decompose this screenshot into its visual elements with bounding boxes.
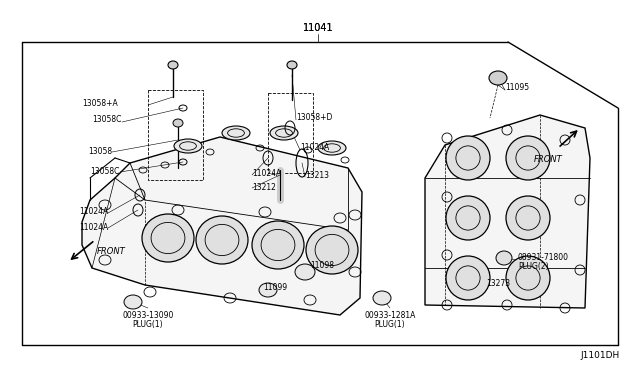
Text: 13058C: 13058C <box>93 115 122 125</box>
Ellipse shape <box>506 256 550 300</box>
Ellipse shape <box>252 221 304 269</box>
Ellipse shape <box>489 71 507 85</box>
Bar <box>268 93 313 173</box>
Ellipse shape <box>506 196 550 240</box>
Ellipse shape <box>259 283 277 297</box>
Ellipse shape <box>373 291 391 305</box>
Text: 11024A: 11024A <box>252 169 281 177</box>
Text: 11041: 11041 <box>303 23 333 33</box>
Text: 13213: 13213 <box>305 170 329 180</box>
Text: 00933-1281A: 00933-1281A <box>364 311 416 320</box>
Ellipse shape <box>142 214 194 262</box>
Text: 11024A: 11024A <box>79 222 108 231</box>
Ellipse shape <box>446 136 490 180</box>
Text: 11024A: 11024A <box>300 144 329 153</box>
Ellipse shape <box>306 226 358 274</box>
Text: PLUG(2): PLUG(2) <box>518 263 548 272</box>
Text: 00933-13090: 00933-13090 <box>122 311 173 320</box>
Text: 11024A: 11024A <box>79 208 108 217</box>
Text: 11041: 11041 <box>303 23 333 33</box>
Text: 13273: 13273 <box>486 279 510 288</box>
Text: 11099: 11099 <box>263 282 287 292</box>
Ellipse shape <box>173 119 183 127</box>
Ellipse shape <box>446 196 490 240</box>
Text: FRONT: FRONT <box>97 247 125 257</box>
Ellipse shape <box>168 61 178 69</box>
Bar <box>148 90 203 180</box>
Ellipse shape <box>174 139 202 153</box>
Ellipse shape <box>446 256 490 300</box>
Text: 08931-71800: 08931-71800 <box>518 253 569 262</box>
Ellipse shape <box>222 126 250 140</box>
Text: FRONT: FRONT <box>534 155 563 164</box>
Text: 13058: 13058 <box>88 148 112 157</box>
Ellipse shape <box>287 61 297 69</box>
Ellipse shape <box>196 216 248 264</box>
Text: PLUG(1): PLUG(1) <box>132 321 163 330</box>
Text: 13058+D: 13058+D <box>296 113 332 122</box>
Text: 11095: 11095 <box>505 83 529 93</box>
Ellipse shape <box>124 295 142 309</box>
Text: 11098: 11098 <box>310 260 334 269</box>
Polygon shape <box>82 137 362 315</box>
Text: 13212: 13212 <box>252 183 276 192</box>
Ellipse shape <box>270 126 298 140</box>
Text: 13058C: 13058C <box>91 167 120 176</box>
Text: 13058+A: 13058+A <box>83 99 118 108</box>
Text: J1101DH: J1101DH <box>580 350 620 359</box>
Text: PLUG(1): PLUG(1) <box>374 321 405 330</box>
Ellipse shape <box>295 264 315 280</box>
Ellipse shape <box>496 251 512 265</box>
Ellipse shape <box>506 136 550 180</box>
Polygon shape <box>425 115 590 308</box>
Ellipse shape <box>318 141 346 155</box>
